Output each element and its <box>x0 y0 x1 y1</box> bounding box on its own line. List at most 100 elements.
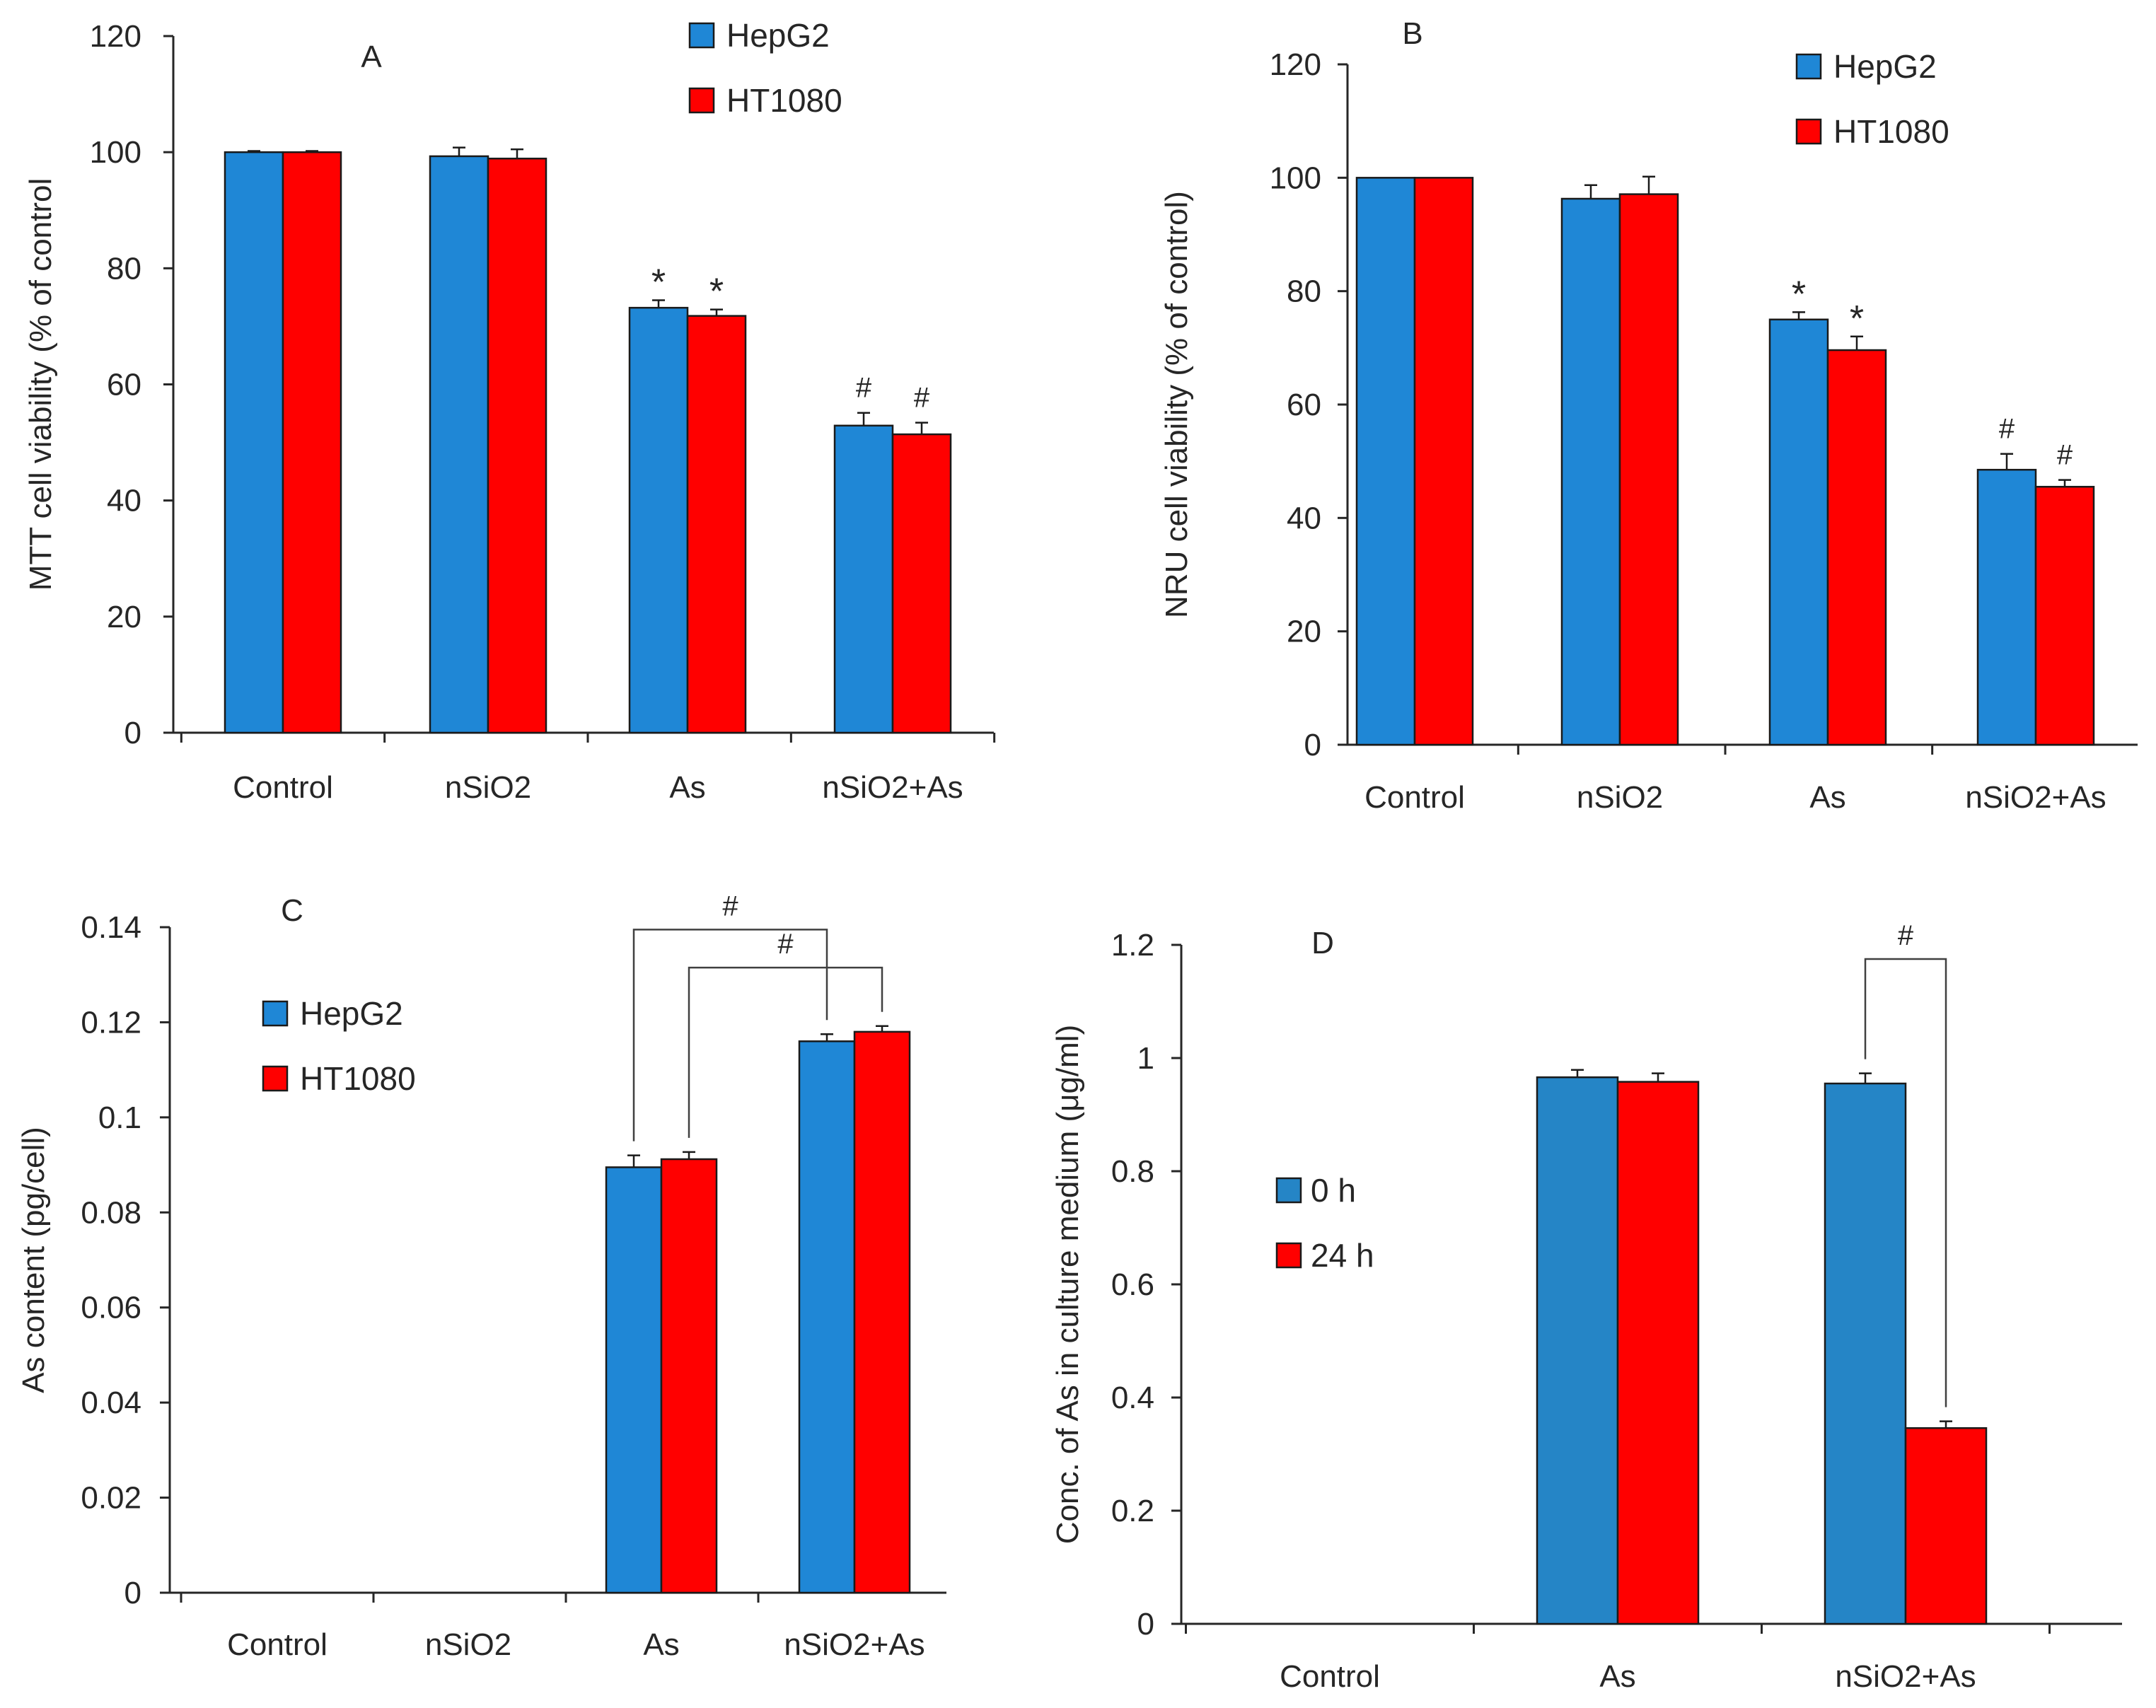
significance-bracket <box>632 929 828 1141</box>
y-axis-title: Conc. of As in culture medium (μg/ml) <box>1050 1025 1085 1545</box>
legend: HepG2 HT1080 <box>688 17 842 119</box>
x-tick-label: Control <box>1280 1659 1380 1694</box>
significance-star: * <box>1792 274 1806 315</box>
y-tick-label: 0 <box>124 1576 141 1610</box>
legend-swatch <box>262 1000 289 1027</box>
chart-panel-B: 0 20 40 60 80 100 120 Control nSiO2 As nSiO2+As * * #… <box>1159 16 2138 815</box>
bar-C-HT1080-3 <box>853 1030 911 1594</box>
bar-D-24h-2 <box>1904 1427 1988 1625</box>
legend-label: HT1080 <box>726 82 842 119</box>
significance-hash: # <box>1999 414 2015 445</box>
x-tick-label: nSiO2 <box>445 770 531 805</box>
panel-letter: B <box>1402 16 1422 51</box>
bracket-label: # <box>1898 920 1914 951</box>
legend-label: 0 h <box>1311 1172 1356 1209</box>
y-tick-label: 0.1 <box>98 1100 141 1135</box>
legend-swatch <box>688 22 715 49</box>
y-tick-label: 60 <box>107 368 141 402</box>
legend-swatch <box>1275 1177 1302 1204</box>
bracket-label: # <box>777 929 794 960</box>
panel-letter: C <box>281 893 303 928</box>
y-tick-label: 0.06 <box>81 1291 141 1325</box>
y-tick-label: 100 <box>90 135 141 170</box>
x-tick-label: nSiO2+As <box>822 770 963 805</box>
y-tick-label: 0.6 <box>1111 1267 1154 1302</box>
y-tick-label: 60 <box>1287 388 1321 422</box>
significance-hash: # <box>914 383 930 414</box>
bar-C-HT1080-2 <box>660 1158 718 1594</box>
legend: 0 h 24 h <box>1275 1172 1374 1274</box>
chart-panel-A: 0 20 40 60 80 100 120 Control nSiO2 As nSiO2+As * * #… <box>23 17 996 805</box>
x-tick-label: As <box>1599 1659 1635 1694</box>
chart-panel-C: 0 0.02 0.04 0.06 0.08 0.1 0.12 0.14 Control nSiO2… <box>16 890 946 1662</box>
y-tick-label: 20 <box>1287 615 1321 649</box>
x-tick-label: As <box>669 770 705 805</box>
bar-A-HT1080-0 <box>282 151 342 734</box>
bar-B-HT1080-0 <box>1413 177 1474 746</box>
panel-letter: D <box>1311 926 1334 960</box>
significance-star: * <box>709 272 724 313</box>
legend-label: HepG2 <box>1833 48 1937 85</box>
y-axis-title: As content (pg/cell) <box>16 1127 51 1393</box>
panel-letter: A <box>361 40 382 74</box>
bar-B-HepG2-2 <box>1768 318 1829 746</box>
bar-A-HT1080-3 <box>891 433 952 734</box>
y-tick-label: 0 <box>1137 1607 1154 1642</box>
legend-swatch <box>1795 53 1822 80</box>
x-tick-label: nSiO2 <box>425 1627 511 1662</box>
legend-label: HT1080 <box>1833 113 1949 150</box>
x-tick-label: nSiO2+As <box>784 1627 925 1662</box>
y-tick-label: 0.08 <box>81 1195 141 1230</box>
y-tick-label: 0.12 <box>81 1005 141 1040</box>
chart-panel-D: 0 0.2 0.4 0.6 0.8 1 1.2 Control As nSiO2+As # D Conc… <box>1050 920 2122 1694</box>
y-tick-label: 100 <box>1270 161 1321 195</box>
bar-D-0h-1 <box>1536 1076 1619 1625</box>
legend-swatch <box>1795 118 1822 145</box>
significance-star: * <box>1850 298 1864 339</box>
y-axis-title: NRU cell viability (% of control) <box>1159 191 1194 618</box>
y-tick-label: 40 <box>1287 501 1321 535</box>
y-tick-label: 120 <box>90 19 141 54</box>
y-tick-label: 120 <box>1270 47 1321 82</box>
bar-A-HepG2-0 <box>224 151 284 734</box>
y-tick-label: 20 <box>107 600 141 634</box>
y-tick-label: 0.04 <box>81 1385 141 1420</box>
y-tick-label: 0.2 <box>1111 1494 1154 1528</box>
bar-D-0h-2 <box>1824 1082 1907 1625</box>
x-tick-label: Control <box>1364 780 1465 815</box>
y-tick-label: 80 <box>1287 274 1321 309</box>
bar-A-HT1080-2 <box>686 315 747 734</box>
y-tick-label: 1 <box>1137 1041 1154 1076</box>
bar-C-HepG2-2 <box>605 1166 663 1594</box>
legend-label: HT1080 <box>300 1060 416 1097</box>
significance-hash: # <box>856 373 872 404</box>
bar-C-HepG2-3 <box>798 1040 856 1594</box>
legend: HepG2 HT1080 <box>262 995 416 1097</box>
legend: HepG2 HT1080 <box>1795 48 1949 150</box>
legend-swatch <box>688 87 715 114</box>
y-tick-label: 40 <box>107 484 141 518</box>
legend-swatch <box>1275 1242 1302 1269</box>
x-tick-label: Control <box>227 1627 328 1662</box>
bar-A-HepG2-1 <box>429 155 489 734</box>
bar-A-HepG2-3 <box>833 424 894 734</box>
y-tick-label: 0 <box>124 716 141 750</box>
bar-B-HepG2-1 <box>1560 197 1621 746</box>
bracket-label: # <box>722 890 738 922</box>
significance-bracket <box>688 966 883 1138</box>
y-axis-title: MTT cell viability (% of control <box>23 178 58 591</box>
legend-label: HepG2 <box>300 995 403 1032</box>
bar-B-HT1080-3 <box>2034 485 2095 746</box>
x-tick-label: As <box>643 1627 679 1662</box>
x-tick-label: Control <box>233 770 333 805</box>
x-tick-label: nSiO2+As <box>1965 780 2106 815</box>
x-tick-label: As <box>1809 780 1845 815</box>
significance-star: * <box>651 262 666 303</box>
bar-A-HT1080-1 <box>487 157 547 734</box>
y-tick-label: 80 <box>107 251 141 286</box>
significance-hash: # <box>2057 440 2073 471</box>
bar-B-HT1080-2 <box>1826 349 1887 746</box>
bar-B-HepG2-3 <box>1976 468 2037 746</box>
x-tick-label: nSiO2+As <box>1835 1659 1976 1694</box>
